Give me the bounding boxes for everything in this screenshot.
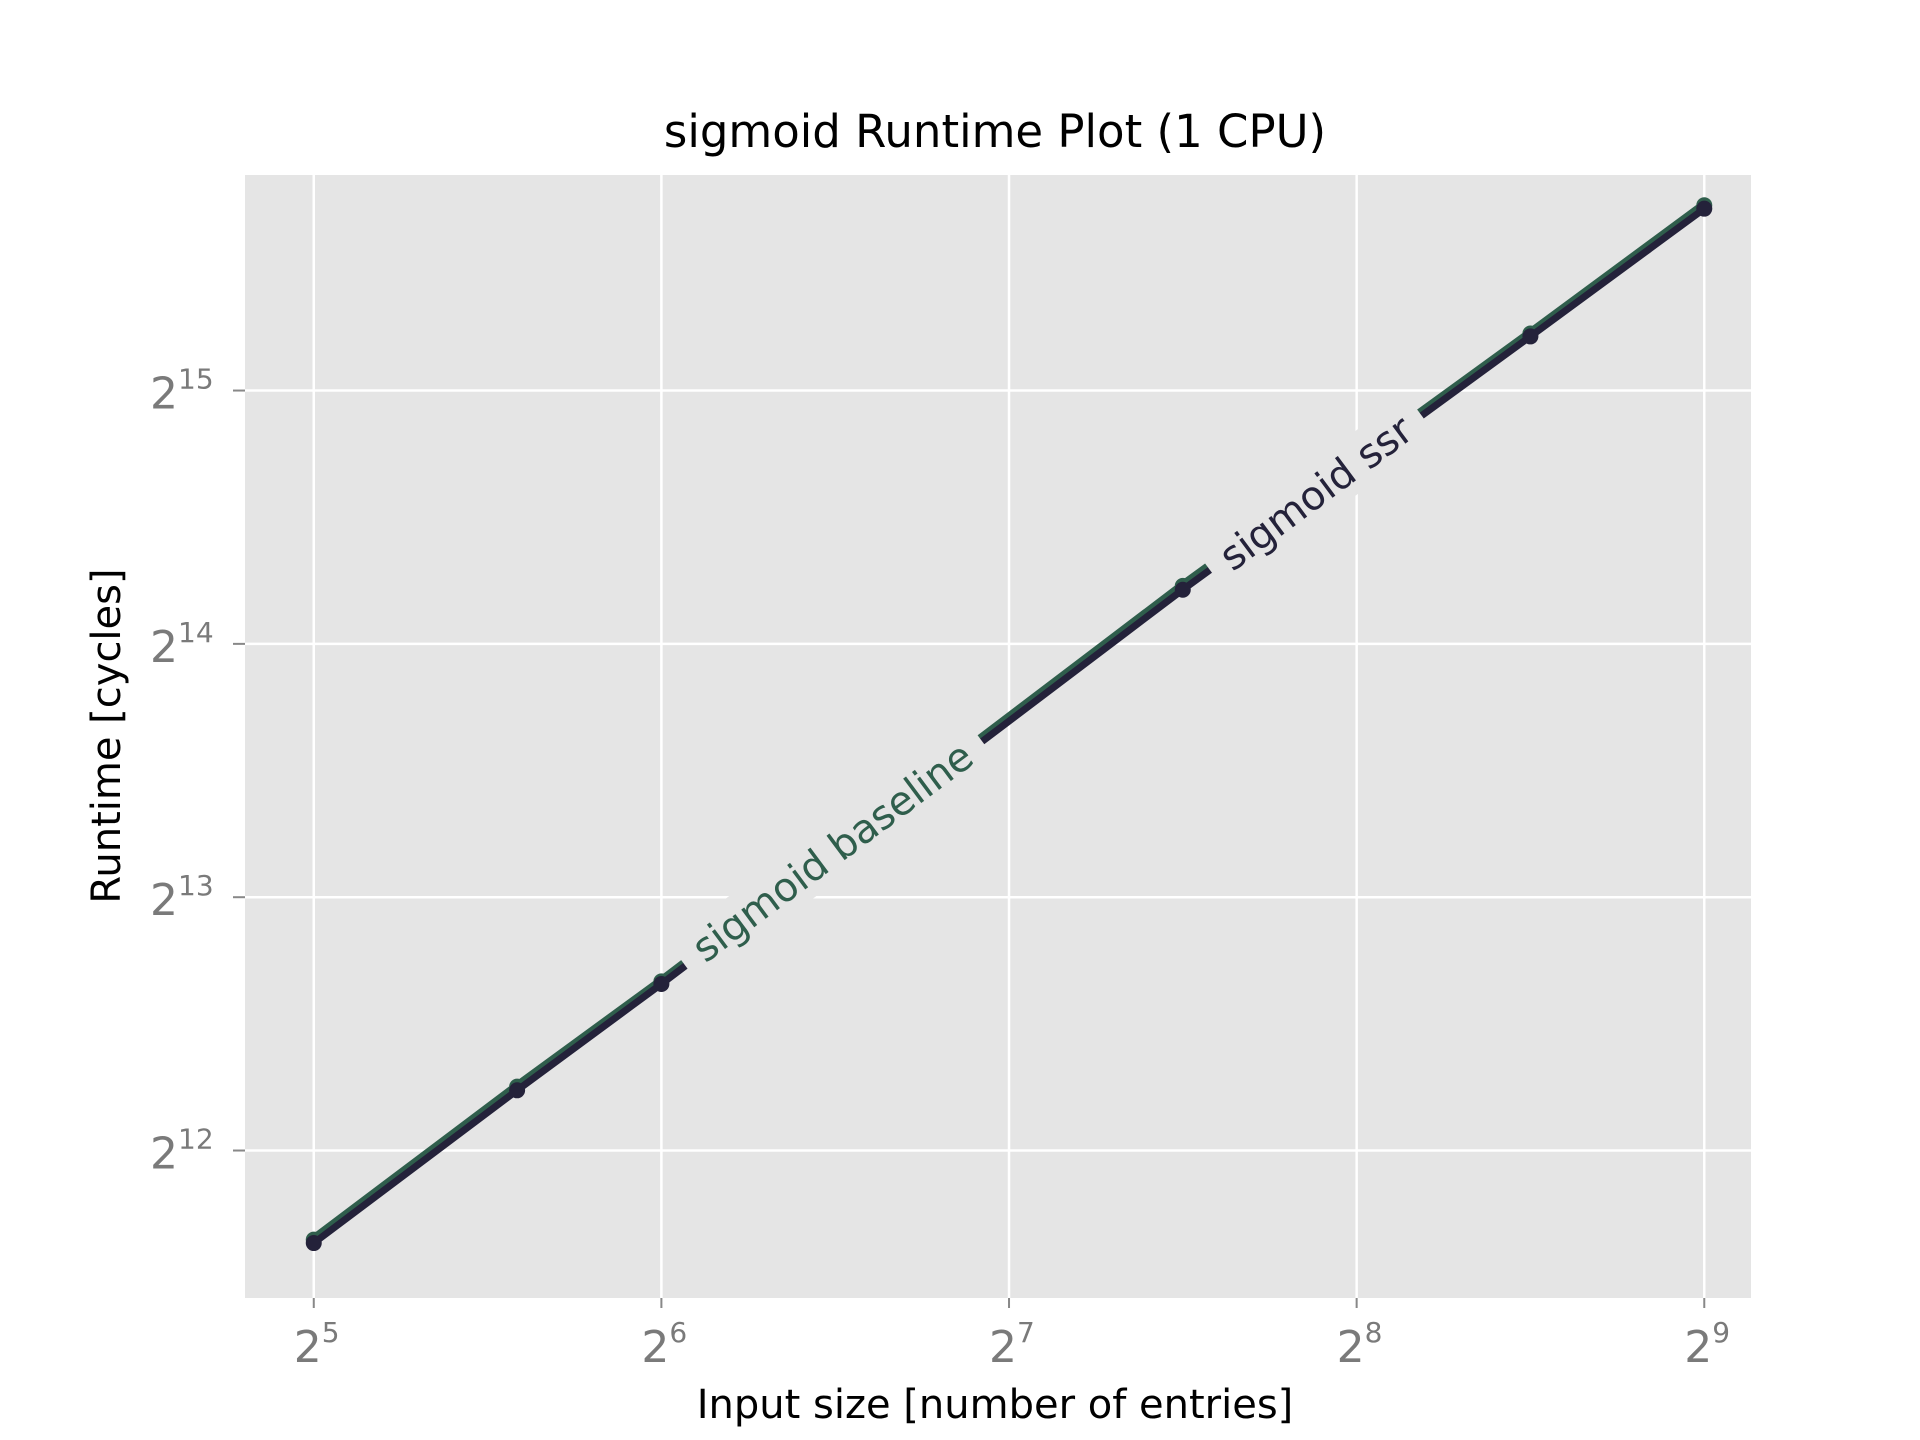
x-tick-base: 2 <box>1337 1322 1365 1373</box>
y-tick-base: 2 <box>150 875 178 926</box>
y-tick-exponent: 13 <box>178 869 214 902</box>
y-tick-exponent: 14 <box>178 616 214 649</box>
y-tick-label: 213 <box>150 869 214 926</box>
y-tick-label: 215 <box>150 363 214 420</box>
x-axis-label: Input size [number of entries] <box>697 1382 1294 1428</box>
x-tick-label: 28 <box>1337 1316 1383 1373</box>
x-tick-base: 2 <box>641 1322 669 1373</box>
y-tick-base: 2 <box>150 622 178 673</box>
data-point <box>1522 328 1539 345</box>
y-tick-exponent: 12 <box>178 1123 214 1156</box>
x-tick-exponent: 7 <box>1017 1316 1035 1349</box>
y-tick-exponent: 15 <box>178 363 214 396</box>
y-axis-label: Runtime [cycles] <box>84 568 130 903</box>
y-tick-label: 214 <box>150 616 214 673</box>
x-tick-label: 27 <box>989 1316 1035 1373</box>
series-label-background <box>1195 393 1437 592</box>
x-tick-exponent: 6 <box>669 1316 687 1349</box>
y-tick-label: 212 <box>150 1123 214 1180</box>
chart-title: sigmoid Runtime Plot (1 CPU) <box>664 105 1326 158</box>
gridlines <box>245 175 1751 1298</box>
series-label-background <box>667 719 998 984</box>
data-point <box>653 976 670 993</box>
data-point <box>509 1082 526 1099</box>
x-tick-base: 2 <box>1684 1322 1712 1373</box>
data-point <box>1174 581 1191 598</box>
data-point <box>305 1235 322 1252</box>
x-tick-base: 2 <box>294 1322 322 1373</box>
x-tick-exponent: 8 <box>1365 1316 1383 1349</box>
y-tick-base: 2 <box>150 369 178 420</box>
x-tick-exponent: 5 <box>322 1316 340 1349</box>
x-tick-label: 29 <box>1684 1316 1730 1373</box>
x-tick-label: 26 <box>641 1316 687 1373</box>
x-tick-base: 2 <box>989 1322 1017 1373</box>
x-tick-label: 25 <box>294 1316 340 1373</box>
data-point <box>1696 200 1713 217</box>
y-tick-base: 2 <box>150 1129 178 1180</box>
x-tick-exponent: 9 <box>1712 1316 1730 1349</box>
